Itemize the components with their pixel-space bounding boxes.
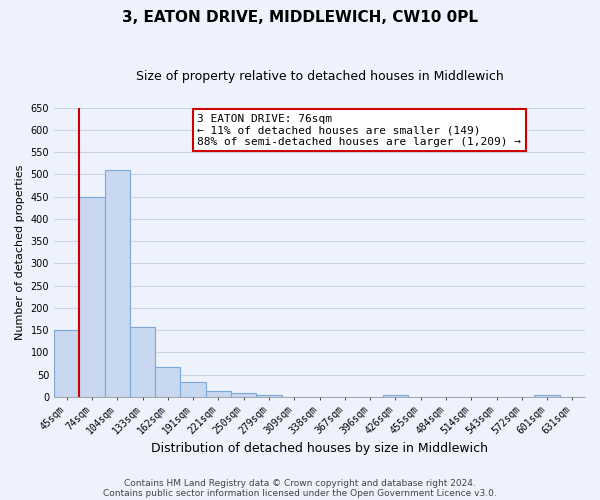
Text: 3 EATON DRIVE: 76sqm
← 11% of detached houses are smaller (149)
88% of semi-deta: 3 EATON DRIVE: 76sqm ← 11% of detached h… (197, 114, 521, 147)
Bar (383, 394, 408, 397)
Title: Size of property relative to detached houses in Middlewich: Size of property relative to detached ho… (136, 70, 503, 83)
Text: Contains public sector information licensed under the Open Government Licence v3: Contains public sector information licen… (103, 488, 497, 498)
Bar (231, 394, 256, 397)
Text: 3, EATON DRIVE, MIDDLEWICH, CW10 0PL: 3, EATON DRIVE, MIDDLEWICH, CW10 0PL (122, 10, 478, 25)
Y-axis label: Number of detached properties: Number of detached properties (15, 164, 25, 340)
Bar (535, 394, 560, 397)
Bar (104, 170, 130, 397)
Bar (155, 367, 181, 397)
Bar (256, 394, 281, 397)
Bar (130, 326, 155, 397)
Text: Contains HM Land Registry data © Crown copyright and database right 2024.: Contains HM Land Registry data © Crown c… (124, 478, 476, 488)
Bar (54, 330, 79, 397)
Bar (79, 196, 104, 397)
Bar (181, 382, 206, 397)
Bar (206, 391, 231, 397)
X-axis label: Distribution of detached houses by size in Middlewich: Distribution of detached houses by size … (151, 442, 488, 455)
